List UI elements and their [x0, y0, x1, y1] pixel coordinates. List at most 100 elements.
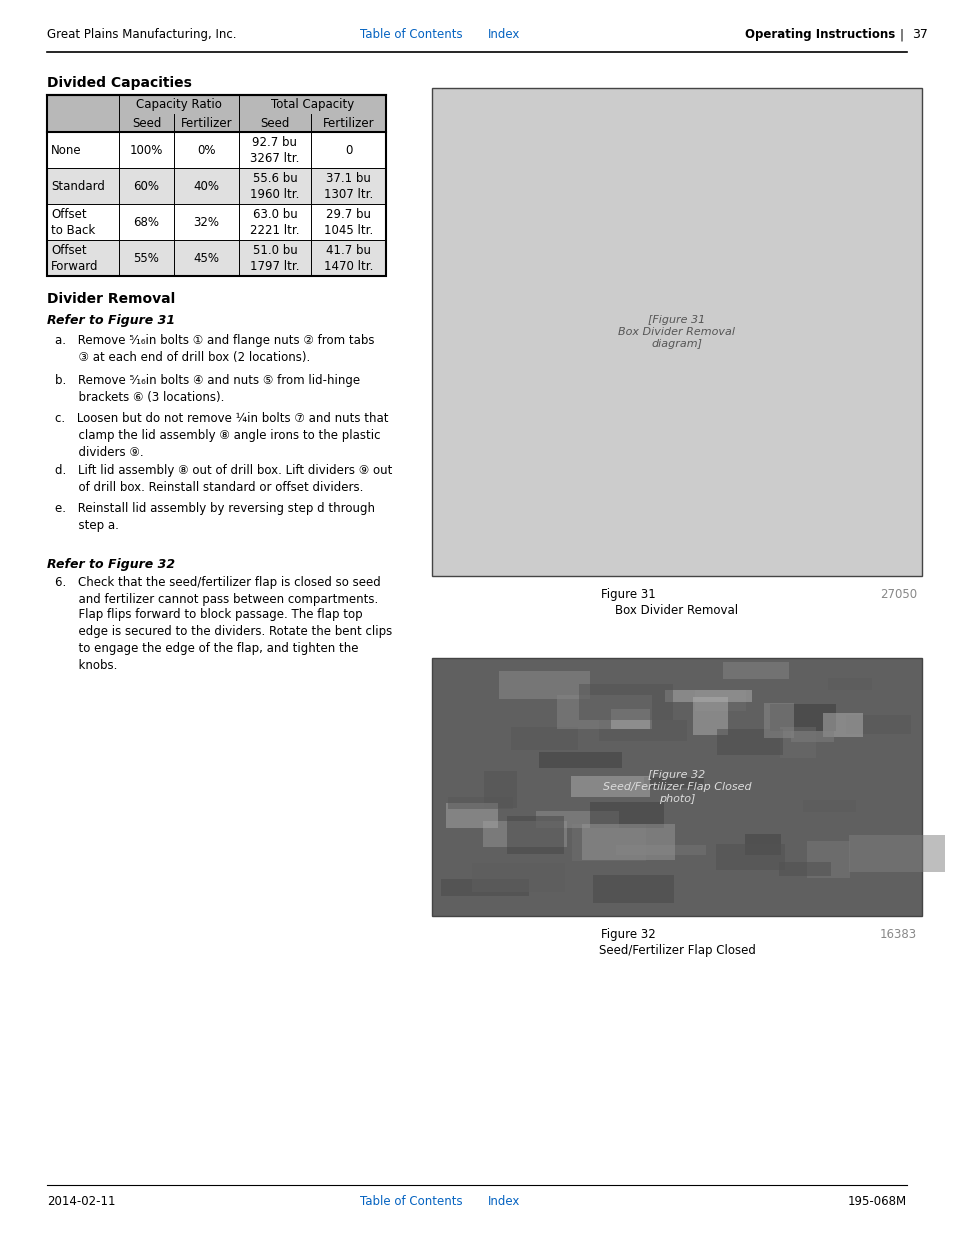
Text: None: None — [51, 143, 82, 157]
Text: 0: 0 — [344, 143, 352, 157]
Bar — [611, 709, 649, 729]
Text: Figure 32: Figure 32 — [600, 927, 655, 941]
Text: 32%: 32% — [193, 215, 219, 228]
Bar — [447, 797, 513, 809]
Bar — [821, 713, 862, 737]
Bar — [664, 690, 751, 703]
Text: Index: Index — [488, 28, 519, 41]
Text: [Figure 32
Seed/Fertilizer Flap Closed
photo]: [Figure 32 Seed/Fertilizer Flap Closed p… — [602, 771, 751, 804]
Text: Figure 31: Figure 31 — [600, 588, 655, 601]
Text: 60%: 60% — [133, 179, 159, 193]
Text: Operating Instructions: Operating Instructions — [744, 28, 894, 41]
Bar — [506, 815, 563, 853]
Text: Index: Index — [488, 1195, 519, 1208]
Bar — [848, 835, 943, 872]
Text: Divided Capacities: Divided Capacities — [47, 77, 192, 90]
Text: 41.7 bu
1470 ltr.: 41.7 bu 1470 ltr. — [323, 243, 373, 273]
Bar — [802, 800, 856, 813]
Text: 29.7 bu
1045 ltr.: 29.7 bu 1045 ltr. — [323, 207, 373, 236]
Text: 63.0 bu
2221 ltr.: 63.0 bu 2221 ltr. — [250, 207, 299, 236]
Bar — [715, 845, 783, 871]
Bar — [806, 841, 849, 878]
Bar — [47, 168, 386, 204]
Bar — [590, 803, 664, 829]
Bar — [47, 204, 386, 240]
Bar — [47, 240, 386, 275]
Bar — [538, 752, 621, 768]
Bar — [432, 658, 921, 916]
Text: 100%: 100% — [130, 143, 163, 157]
Bar — [47, 114, 386, 132]
Bar — [432, 88, 921, 576]
Bar — [763, 703, 794, 737]
Bar — [483, 820, 566, 847]
Text: 27050: 27050 — [879, 588, 916, 601]
Text: 37.1 bu
1307 ltr.: 37.1 bu 1307 ltr. — [323, 172, 373, 200]
Bar — [779, 862, 831, 876]
Bar — [578, 684, 673, 720]
Text: 55%: 55% — [133, 252, 159, 264]
Text: 16383: 16383 — [879, 927, 916, 941]
Bar — [47, 132, 386, 168]
Text: 68%: 68% — [133, 215, 159, 228]
Text: 0%: 0% — [197, 143, 215, 157]
Text: Great Plains Manufacturing, Inc.: Great Plains Manufacturing, Inc. — [47, 28, 236, 41]
Bar — [510, 727, 577, 751]
Text: 2014-02-11: 2014-02-11 — [47, 1195, 115, 1208]
Bar — [445, 803, 497, 829]
Text: Refer to Figure 32: Refer to Figure 32 — [47, 558, 175, 571]
Text: Flap flips forward to block passage. The flap top
  edge is secured to the divid: Flap flips forward to block passage. The… — [55, 608, 392, 672]
Text: 55.6 bu
1960 ltr.: 55.6 bu 1960 ltr. — [250, 172, 299, 200]
Text: [Figure 31
Box Divider Removal
diagram]: [Figure 31 Box Divider Removal diagram] — [618, 315, 735, 348]
Text: 195-068M: 195-068M — [847, 1195, 906, 1208]
Bar — [571, 824, 646, 861]
Bar — [769, 704, 835, 731]
Text: Standard: Standard — [51, 179, 105, 193]
Text: e. Reinstall lid assembly by reversing step d through
  step a.: e. Reinstall lid assembly by reversing s… — [55, 501, 375, 532]
Bar — [47, 95, 386, 275]
Bar — [593, 874, 674, 903]
Text: Seed/Fertilizer Flap Closed: Seed/Fertilizer Flap Closed — [598, 944, 755, 957]
Bar — [472, 862, 564, 892]
Text: 40%: 40% — [193, 179, 219, 193]
Text: Refer to Figure 31: Refer to Figure 31 — [47, 314, 175, 327]
Bar — [779, 727, 816, 758]
Text: Total Capacity: Total Capacity — [271, 98, 354, 111]
Bar — [693, 697, 727, 735]
Bar — [556, 695, 651, 729]
Text: 45%: 45% — [193, 252, 219, 264]
Bar — [790, 731, 833, 742]
Bar — [440, 879, 529, 895]
Text: Capacity Ratio: Capacity Ratio — [136, 98, 222, 111]
Text: 37: 37 — [911, 28, 927, 41]
Text: Offset
Forward: Offset Forward — [51, 243, 98, 273]
Text: a. Remove ⁵⁄₁₆in bolts ① and flange nuts ② from tabs
  ③ at each end of drill bo: a. Remove ⁵⁄₁₆in bolts ① and flange nuts… — [55, 333, 375, 364]
Bar — [598, 720, 686, 741]
Bar — [722, 662, 788, 678]
Text: Box Divider Removal: Box Divider Removal — [615, 604, 738, 618]
Text: 92.7 bu
3267 ltr.: 92.7 bu 3267 ltr. — [250, 136, 299, 164]
Bar — [581, 824, 675, 860]
Bar — [744, 834, 780, 855]
Text: Seed: Seed — [260, 116, 290, 130]
Text: 6. Check that the seed/fertilizer flap is closed so seed
  and fertilizer cannot: 6. Check that the seed/fertilizer flap i… — [55, 576, 380, 606]
Text: Fertilizer: Fertilizer — [180, 116, 233, 130]
Text: c. Loosen but do not remove ¼in bolts ⑦ and nuts that
  clamp the lid assembly ⑧: c. Loosen but do not remove ¼in bolts ⑦ … — [55, 412, 388, 459]
Text: Divider Removal: Divider Removal — [47, 291, 175, 306]
Text: |: | — [899, 28, 903, 41]
Text: d. Lift lid assembly ⑧ out of drill box. Lift dividers ⑨ out
  of drill box. Rei: d. Lift lid assembly ⑧ out of drill box.… — [55, 464, 392, 494]
Text: Fertilizer: Fertilizer — [322, 116, 374, 130]
Bar — [47, 95, 386, 114]
Bar — [498, 672, 589, 699]
Bar — [845, 715, 910, 735]
Bar — [484, 771, 517, 808]
Bar — [716, 729, 782, 756]
Bar — [695, 690, 744, 711]
Text: Table of Contents: Table of Contents — [359, 1195, 462, 1208]
Text: b. Remove ⁵⁄₁₆in bolts ④ and nuts ⑤ from lid-hinge
  brackets ⑥ (3 locations).: b. Remove ⁵⁄₁₆in bolts ④ and nuts ⑤ from… — [55, 374, 359, 404]
Bar — [536, 811, 618, 829]
Bar — [571, 777, 650, 798]
Text: 51.0 bu
1797 ltr.: 51.0 bu 1797 ltr. — [250, 243, 299, 273]
Text: Table of Contents: Table of Contents — [359, 28, 462, 41]
Bar — [827, 678, 871, 689]
